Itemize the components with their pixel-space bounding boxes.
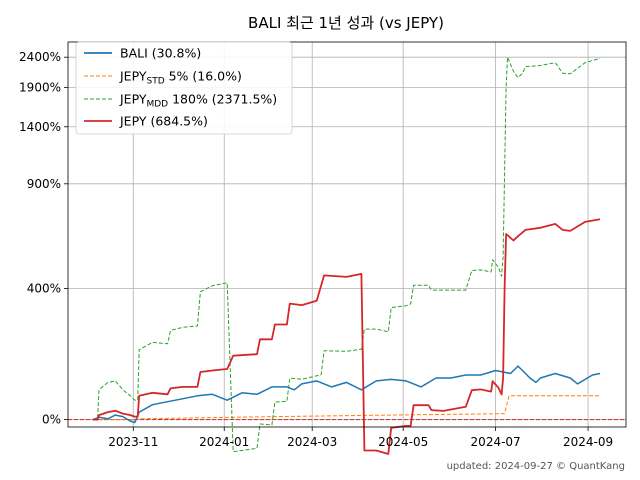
x-axis-ticks: 2023-11 2024-01 2024-03 2024-05 2024-07 2024-… [108, 427, 613, 449]
legend-box [75, 41, 293, 135]
y-tick-label: 0% [42, 413, 61, 427]
x-tick-label: 2024-07 [471, 435, 521, 449]
grid-lines [68, 42, 626, 427]
legend: BALI (30.8%) JEPYSTD 5% (16.0%) JEPYMDD 18… [75, 41, 293, 135]
x-tick-label: 2023-11 [108, 435, 158, 449]
x-tick-label: 2024-03 [287, 435, 337, 449]
y-tick-label: 400% [27, 282, 61, 296]
series-line-1 [93, 395, 600, 421]
y-tick-label: 900% [27, 177, 61, 191]
legend-label-0: BALI (30.8%) [120, 46, 201, 61]
chart-title: BALI 최근 1년 성과 (vs JEPY) [248, 14, 444, 32]
y-tick-label: 1900% [19, 80, 61, 94]
series-line-0 [92, 365, 601, 424]
legend-label-3: JEPY (684.5%) [119, 114, 208, 129]
footer-credit: updated: 2024-09-27 © QuantKang [447, 461, 625, 472]
y-tick-label: 2400% [19, 50, 61, 64]
plot-frame [67, 41, 627, 428]
x-tick-label: 2024-01 [199, 435, 249, 449]
legend-label-2: JEPYMDD 180% (2371.5%) [119, 92, 277, 110]
y-tick-label: 1400% [19, 120, 61, 134]
x-tick-label: 2024-09 [563, 435, 613, 449]
series-line-3 [93, 218, 601, 455]
y-axis-ticks: 0% 400% 900% 1400% 1900% 2400% [19, 50, 68, 427]
x-tick-label: 2024-05 [378, 435, 428, 449]
series-lines [92, 56, 601, 455]
legend-label-1: JEPYSTD 5% (16.0%) [119, 69, 242, 87]
